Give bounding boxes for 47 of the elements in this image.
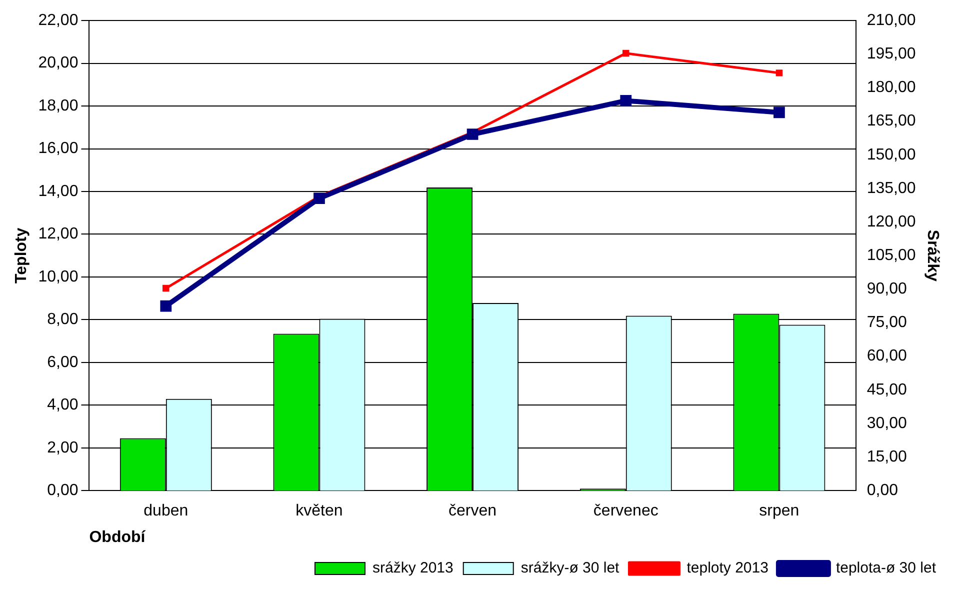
y2-tick-label: 135,00: [866, 180, 916, 197]
legend-label: teplota-ø 30 let: [836, 560, 937, 577]
legend-label: teploty 2013: [686, 560, 768, 577]
y-tick-label: 6,00: [47, 354, 78, 371]
y-tick-label: 20,00: [38, 54, 78, 72]
y2-tick-label: 15,00: [866, 448, 908, 466]
y-tick-label: 14,00: [38, 182, 78, 200]
y2-tick-label: 0,00: [866, 482, 898, 500]
y-tick-label: 22,00: [38, 12, 78, 30]
y2-tick-label: 75,00: [866, 314, 908, 332]
point: [774, 106, 785, 118]
x-tick-label: červen: [448, 502, 497, 520]
y-tick-label: 18,00: [38, 97, 78, 114]
point: [162, 284, 170, 292]
y2-tick-label: 195,00: [866, 46, 916, 63]
y-axis-title: Teploty: [13, 228, 30, 284]
y2-tick-label: 120,00: [866, 213, 916, 230]
y2-tick-label: 165,00: [866, 112, 916, 130]
y-tick-label: 10,00: [38, 268, 78, 286]
y2-tick-label: 45,00: [866, 381, 908, 398]
y-tick-label: 0,00: [47, 482, 78, 500]
legend-label: srážky 2013: [372, 560, 454, 577]
y2-tick-label: 60,00: [866, 348, 908, 365]
y-tick-label: 4,00: [47, 396, 78, 414]
y2-tick-label: 105,00: [866, 247, 916, 264]
y2-tick-label: 30,00: [866, 414, 908, 432]
y2-tick-label: 180,00: [866, 79, 916, 96]
y2-axis-title: Srážky: [924, 230, 941, 282]
y-tick-label: 8,00: [47, 311, 78, 328]
y2-tick-label: 210,00: [866, 12, 916, 30]
point: [314, 192, 325, 204]
legend-label: srážky-ø 30 let: [520, 560, 620, 577]
y2-tick-label: 150,00: [866, 146, 916, 164]
point: [622, 50, 630, 57]
y-tick-label: 12,00: [38, 226, 78, 243]
point: [776, 70, 783, 76]
x-tick-label: srpen: [759, 502, 800, 520]
x-tick-label: duben: [144, 502, 188, 520]
x-axis-title: Období: [89, 528, 146, 546]
y-tick-label: 16,00: [38, 140, 78, 158]
point: [466, 128, 478, 140]
y2-tick-label: 90,00: [866, 280, 908, 298]
x-tick-label: květen: [296, 502, 343, 520]
y-tick-label: 2,00: [47, 439, 78, 456]
point: [620, 95, 632, 106]
point: [160, 300, 172, 312]
x-tick-label: červenec: [593, 502, 658, 520]
